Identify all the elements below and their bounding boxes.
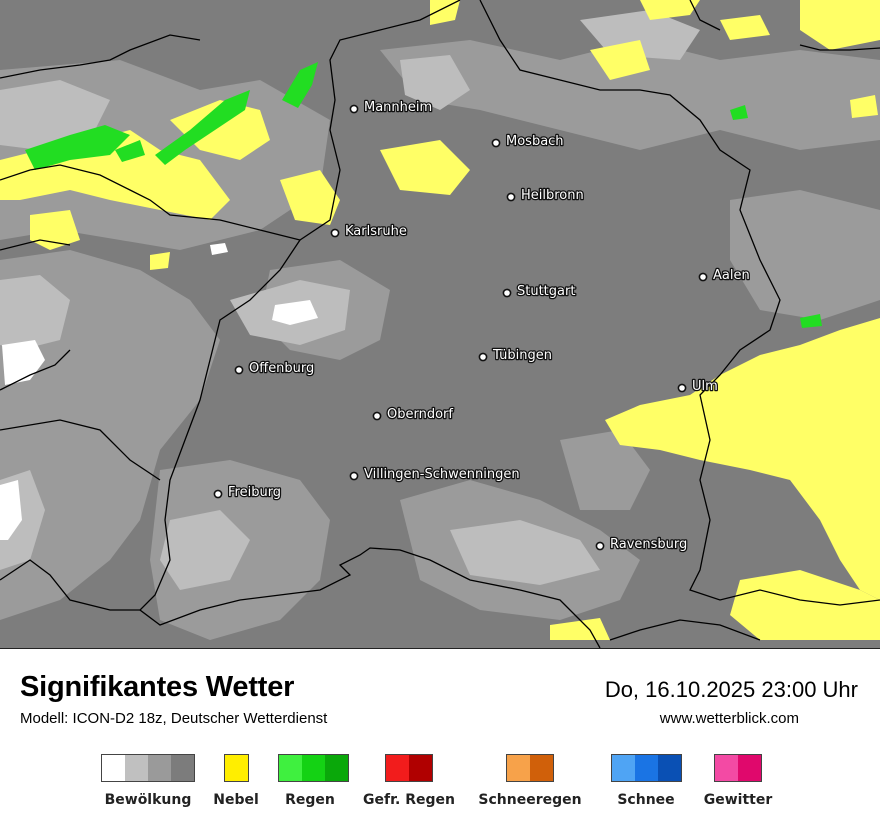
city-label-heilbronn: Heilbronn [521,188,584,203]
city-label-villingen-schwenningen: Villingen-Schwenningen [364,467,520,482]
forecast-datetime: Do, 16.10.2025 23:00 Uhr [604,677,858,702]
city-freiburg[interactable]: Freiburg [213,484,282,501]
legend-label-regen: Regen [285,792,335,808]
website-link[interactable]: www.wetterblick.com [659,710,799,727]
city-ulm[interactable]: Ulm [677,378,719,395]
legend-swatch-3-1 [409,755,432,781]
legend-label-schnee: Schnee [617,792,675,808]
legend-swatches-schneeregen [506,754,554,782]
legend-swatch-0-0 [102,755,125,781]
legend-gefr-regen: Gefr. Regen [354,754,464,808]
legend-swatch-6-0 [715,755,738,781]
city-offenburg[interactable]: Offenburg [234,360,316,377]
city-aalen[interactable]: Aalen [698,267,751,284]
legend-swatch-0-3 [171,755,194,781]
legend-swatch-0-1 [125,755,148,781]
legend-swatches-bewoelkung [101,754,195,782]
borders [0,0,880,648]
legend-swatch-5-0 [611,755,635,781]
city-tuebingen[interactable]: Tübingen [478,347,553,364]
city-label-ravensburg: Ravensburg [610,537,687,552]
city-label-ulm: Ulm [692,379,718,394]
city-mannheim[interactable]: Mannheim [349,99,433,116]
legend-schneeregen: Schneeregen [468,754,592,808]
city-label-aalen: Aalen [713,268,750,283]
legend-swatches-regen [278,754,349,782]
rain-areas [25,62,822,328]
legend-gewitter: Gewitter [696,754,780,808]
cloud-mid-areas [0,40,880,640]
city-heilbronn[interactable]: Heilbronn [506,187,585,204]
legend-swatch-2-0 [279,755,302,781]
legend-swatch-2-2 [325,755,348,781]
legend-swatch-6-1 [738,755,761,781]
city-stuttgart[interactable]: Stuttgart [502,283,577,300]
legend-bewoelkung: Bewölkung [96,754,200,808]
legend-schnee: Schnee [604,754,688,808]
legend-swatches-gefr-regen [385,754,433,782]
city-label-tuebingen: Tübingen [492,348,552,363]
legend-swatch-5-2 [657,755,681,781]
city-oberndorf[interactable]: Oberndorf [372,406,455,423]
legend-label-schneeregen: Schneeregen [478,792,582,808]
legend-swatch-2-1 [302,755,325,781]
city-markers: Mannheim Mosbach Heilbronn Karlsruhe Aal… [213,99,751,553]
legend-swatch-1-0 [224,755,248,781]
weather-map: Mannheim Mosbach Heilbronn Karlsruhe Aal… [0,0,880,649]
city-karlsruhe[interactable]: Karlsruhe [330,223,408,240]
legend-swatch-0-2 [148,755,171,781]
city-label-freiburg: Freiburg [228,485,281,500]
legend-swatch-4-1 [530,755,553,781]
city-mosbach[interactable]: Mosbach [491,133,565,150]
city-villingen-schwenningen[interactable]: Villingen-Schwenningen [349,466,521,483]
city-label-stuttgart: Stuttgart [517,284,575,299]
legend-swatches-nebel [223,754,249,782]
model-info: Modell: ICON-D2 18z, Deutscher Wetterdie… [20,710,328,727]
legend-label-gefr-regen: Gefr. Regen [363,792,455,808]
legend-regen: Regen [278,754,349,808]
legend-label-nebel: Nebel [213,792,259,808]
map-footer: Signifikantes Wetter Modell: ICON-D2 18z… [0,649,880,830]
legend-swatch-5-1 [634,755,658,781]
cloud-light-areas [0,10,700,590]
legend-label-gewitter: Gewitter [703,792,773,808]
city-label-karlsruhe: Karlsruhe [345,224,407,239]
city-label-offenburg: Offenburg [249,361,314,376]
city-label-mannheim: Mannheim [364,100,432,115]
legend-swatch-4-0 [507,755,530,781]
legend-swatches-schnee [610,754,682,782]
weather-map-canvas: Mannheim Mosbach Heilbronn Karlsruhe Aal… [0,0,880,648]
city-label-mosbach: Mosbach [506,134,564,149]
city-ravensburg[interactable]: Ravensburg [595,536,689,553]
legend-label-bewoelkung: Bewölkung [104,792,192,808]
map-title: Signifikantes Wetter [20,671,295,703]
city-label-oberndorf: Oberndorf [387,407,453,422]
legend-nebel: Nebel [206,754,266,808]
legend-swatch-3-0 [386,755,409,781]
legend-swatches-gewitter [714,754,762,782]
